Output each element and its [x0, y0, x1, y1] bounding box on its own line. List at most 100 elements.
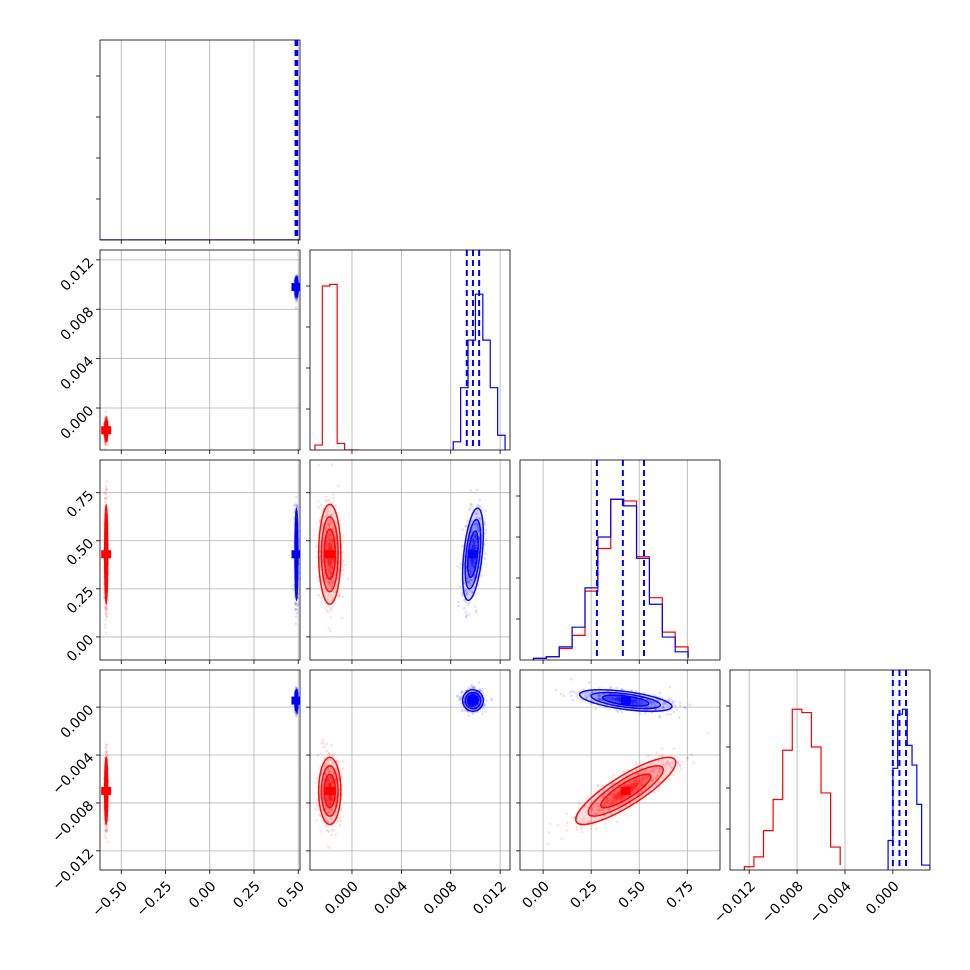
scatter-point	[324, 524, 328, 527]
scatter-point	[332, 558, 335, 562]
scatter-point	[328, 846, 332, 849]
scatter-point	[476, 512, 480, 515]
scatter-point	[325, 579, 328, 582]
scatter-point	[327, 566, 331, 570]
scatter-point	[326, 808, 330, 812]
scatter-point	[326, 811, 330, 814]
scatter-point	[104, 447, 107, 450]
scatter-point	[327, 803, 331, 806]
scatter-point	[331, 560, 335, 564]
scatter-point	[460, 709, 464, 713]
scatter-point	[106, 443, 110, 446]
scatter-point	[327, 778, 330, 781]
scatter-point	[474, 608, 478, 612]
scatter-point	[293, 601, 297, 605]
scatter-point	[483, 543, 486, 546]
scatter-point	[469, 489, 473, 492]
scatter-point	[327, 566, 331, 570]
scatter-point	[294, 502, 297, 506]
scatter-point	[469, 570, 473, 574]
scatter-point	[329, 572, 332, 575]
scatter-point	[484, 531, 487, 535]
scatter-point	[457, 698, 461, 702]
scatter-point	[330, 743, 333, 747]
scatter-point	[471, 537, 474, 541]
scatter-point	[329, 522, 332, 526]
scatter-point	[327, 819, 330, 822]
scatter-point	[324, 579, 327, 582]
scatter-point	[478, 688, 482, 691]
scatter-point	[337, 484, 340, 488]
scatter-point	[337, 594, 341, 598]
scatter-point	[482, 704, 486, 708]
scatter-point	[325, 584, 329, 587]
scatter-point	[316, 500, 320, 503]
scatter-point	[295, 505, 298, 509]
scatter-point	[325, 542, 328, 546]
scatter-point	[104, 607, 108, 611]
scatter-point	[322, 572, 326, 576]
scatter-point	[320, 601, 323, 605]
scatter-point	[327, 531, 331, 535]
scatter-point	[472, 565, 476, 569]
scatter-point	[332, 753, 336, 757]
scatter-point	[471, 685, 474, 689]
scatter-point	[328, 538, 332, 542]
scatter-point	[474, 534, 478, 538]
scatter-point	[324, 526, 327, 530]
scatter-point	[106, 840, 110, 843]
scatter-point	[328, 752, 331, 755]
scatter-point	[326, 610, 330, 614]
scatter-point	[459, 566, 462, 569]
scatter-point	[331, 782, 334, 785]
scatter-point	[325, 782, 329, 786]
scatter-point	[473, 524, 477, 527]
scatter-point	[105, 752, 109, 756]
scatter-point	[471, 538, 475, 542]
scatter-point	[471, 541, 474, 545]
scatter-point	[329, 768, 332, 771]
scatter-point	[330, 578, 334, 582]
scatter-point	[104, 441, 107, 445]
scatter-point	[473, 605, 477, 608]
scatter-point	[483, 523, 487, 527]
scatter-point	[331, 783, 335, 786]
scatter-point	[474, 540, 477, 543]
scatter-point	[337, 760, 340, 764]
scatter-point	[341, 616, 344, 620]
panel-frame	[99, 459, 301, 661]
scatter-point	[484, 552, 487, 555]
scatter-point	[330, 777, 333, 780]
scatter-point	[472, 564, 475, 568]
scatter-point	[320, 581, 324, 584]
scatter-point	[104, 443, 108, 447]
scatter-point	[319, 830, 323, 833]
panel-2-2	[516, 459, 721, 664]
scatter-point	[294, 600, 298, 604]
scatter-point	[330, 779, 334, 782]
scatter-point	[323, 576, 327, 580]
scatter-point	[337, 566, 341, 570]
scatter-point	[319, 595, 323, 599]
scatter-point	[475, 515, 479, 519]
scatter-point	[332, 770, 335, 774]
scatter-point	[330, 539, 334, 543]
scatter-point	[103, 834, 106, 838]
scatter-point	[104, 410, 108, 414]
scatter-point	[334, 780, 338, 783]
scatter-point	[341, 595, 345, 598]
scatter-point	[463, 689, 467, 693]
scatter-point	[326, 778, 330, 781]
scatter-point	[341, 573, 345, 576]
scatter-point	[323, 815, 326, 819]
scatter-point	[325, 564, 329, 567]
scatter-point	[327, 779, 331, 783]
density-peak	[101, 426, 112, 435]
scatter-point	[470, 685, 474, 688]
scatter-point	[327, 523, 331, 527]
scatter-point	[327, 594, 330, 597]
scatter-point	[330, 571, 334, 575]
scatter-point	[104, 612, 108, 616]
scatter-point	[105, 480, 109, 483]
scatter-point	[329, 609, 333, 612]
